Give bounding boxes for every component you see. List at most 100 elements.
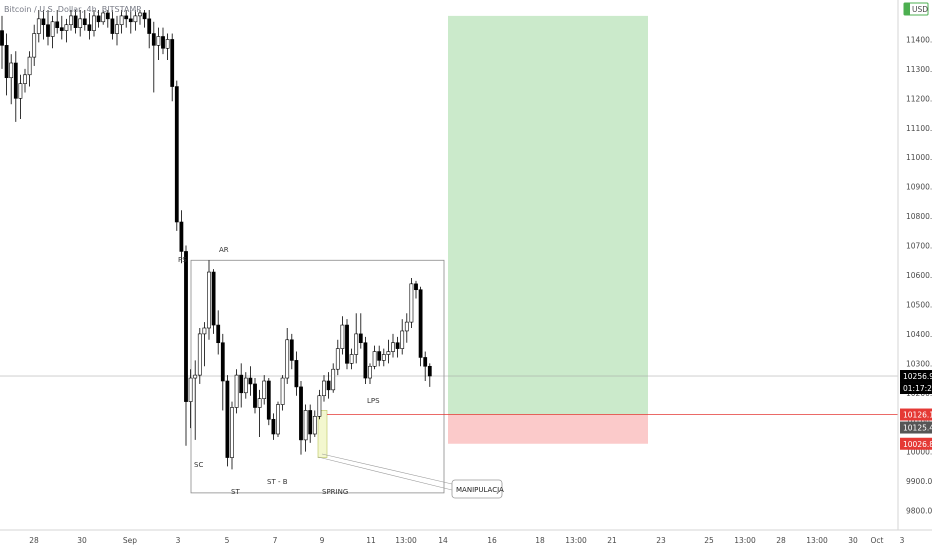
candle[interactable] (225, 375, 230, 467)
candle[interactable] (128, 10, 133, 34)
candle[interactable] (381, 348, 386, 367)
candle[interactable] (377, 345, 382, 367)
candle[interactable] (280, 375, 285, 411)
candle[interactable] (170, 33, 175, 102)
candle[interactable] (409, 277, 414, 328)
candle[interactable] (386, 339, 391, 364)
candle[interactable] (105, 10, 110, 28)
candle[interactable] (193, 360, 198, 440)
candle[interactable] (115, 15, 119, 46)
candle[interactable] (9, 54, 14, 105)
candle[interactable] (276, 401, 280, 437)
candle[interactable] (335, 339, 340, 376)
candle[interactable] (151, 21, 156, 93)
candle[interactable] (414, 280, 418, 299)
candle[interactable] (188, 369, 193, 429)
candle[interactable] (119, 10, 124, 34)
annotation-st[interactable]: ST (231, 488, 240, 496)
candle[interactable] (18, 74, 23, 119)
candle[interactable] (41, 10, 46, 40)
currency-badge[interactable]: USD (903, 2, 929, 16)
candle[interactable] (303, 404, 308, 452)
annotation-lps[interactable]: LPS (367, 397, 380, 405)
candle[interactable] (32, 24, 37, 66)
candle[interactable] (308, 404, 313, 443)
candle[interactable] (64, 18, 69, 43)
candle[interactable] (142, 10, 147, 28)
candle[interactable] (331, 363, 336, 393)
candle[interactable] (73, 10, 78, 34)
candle[interactable] (87, 12, 92, 40)
annotation-spring[interactable]: SPRING (322, 488, 348, 496)
candle[interactable] (92, 10, 96, 37)
candle[interactable] (156, 27, 161, 61)
candle[interactable] (363, 336, 368, 384)
annotation-st-b[interactable]: ST - B (267, 478, 288, 486)
candle[interactable] (78, 10, 83, 37)
candle[interactable] (395, 336, 400, 358)
candle[interactable] (322, 375, 326, 402)
candle[interactable] (294, 351, 299, 396)
candle[interactable] (326, 372, 331, 399)
candle[interactable] (239, 363, 244, 408)
candle[interactable] (230, 401, 234, 470)
candle[interactable] (4, 33, 9, 96)
annotation-sc[interactable]: SC (194, 461, 203, 469)
candle[interactable] (358, 313, 363, 349)
target-zone[interactable] (448, 15, 648, 415)
accumulation-range-box[interactable] (190, 259, 445, 494)
candle[interactable] (285, 328, 290, 384)
candle[interactable] (207, 260, 211, 340)
candle[interactable] (266, 378, 271, 426)
candle[interactable] (418, 286, 423, 367)
candle[interactable] (391, 333, 395, 358)
candle[interactable] (400, 319, 405, 355)
candle[interactable] (216, 310, 221, 355)
candle[interactable] (36, 10, 41, 43)
candle[interactable] (110, 10, 115, 40)
candle[interactable] (133, 10, 138, 31)
candle[interactable] (124, 10, 129, 28)
candle[interactable] (349, 348, 354, 370)
candle[interactable] (55, 10, 60, 34)
candle[interactable] (101, 10, 106, 25)
stop-zone[interactable] (448, 414, 648, 444)
candle[interactable] (243, 372, 248, 399)
candle[interactable] (372, 345, 377, 370)
candle[interactable] (289, 333, 294, 370)
candle[interactable] (59, 15, 64, 40)
callout[interactable]: MANIPULACJA (317, 453, 504, 499)
candle[interactable] (345, 319, 349, 370)
candle[interactable] (50, 15, 55, 49)
candle[interactable] (317, 389, 322, 420)
candle[interactable] (262, 375, 267, 405)
candle[interactable] (138, 10, 142, 25)
candle[interactable] (211, 269, 216, 334)
annotation-ps[interactable]: PS (178, 256, 187, 264)
candle[interactable] (354, 313, 359, 364)
candle[interactable] (46, 10, 50, 46)
candle[interactable] (202, 322, 207, 367)
annotation-ar[interactable]: AR (219, 246, 229, 254)
candle[interactable] (234, 369, 239, 414)
candle[interactable] (184, 245, 188, 446)
candle[interactable] (165, 33, 170, 61)
candle[interactable] (13, 51, 18, 122)
position-tool[interactable] (448, 15, 648, 444)
candle[interactable] (340, 316, 345, 355)
candle[interactable] (174, 80, 179, 231)
candle[interactable] (69, 10, 73, 31)
candle[interactable] (82, 10, 87, 31)
candle[interactable] (427, 363, 432, 387)
candle[interactable] (96, 10, 101, 28)
candle[interactable] (220, 333, 225, 411)
symbol-title[interactable]: Bitcoin / U.S. Dollar, 4h, BITSTAMP (4, 5, 142, 14)
candle[interactable] (27, 51, 32, 87)
callout-box[interactable] (451, 479, 503, 499)
candle[interactable] (257, 389, 262, 437)
candle[interactable] (197, 328, 202, 384)
candle[interactable] (248, 366, 253, 396)
candle[interactable] (147, 10, 152, 49)
